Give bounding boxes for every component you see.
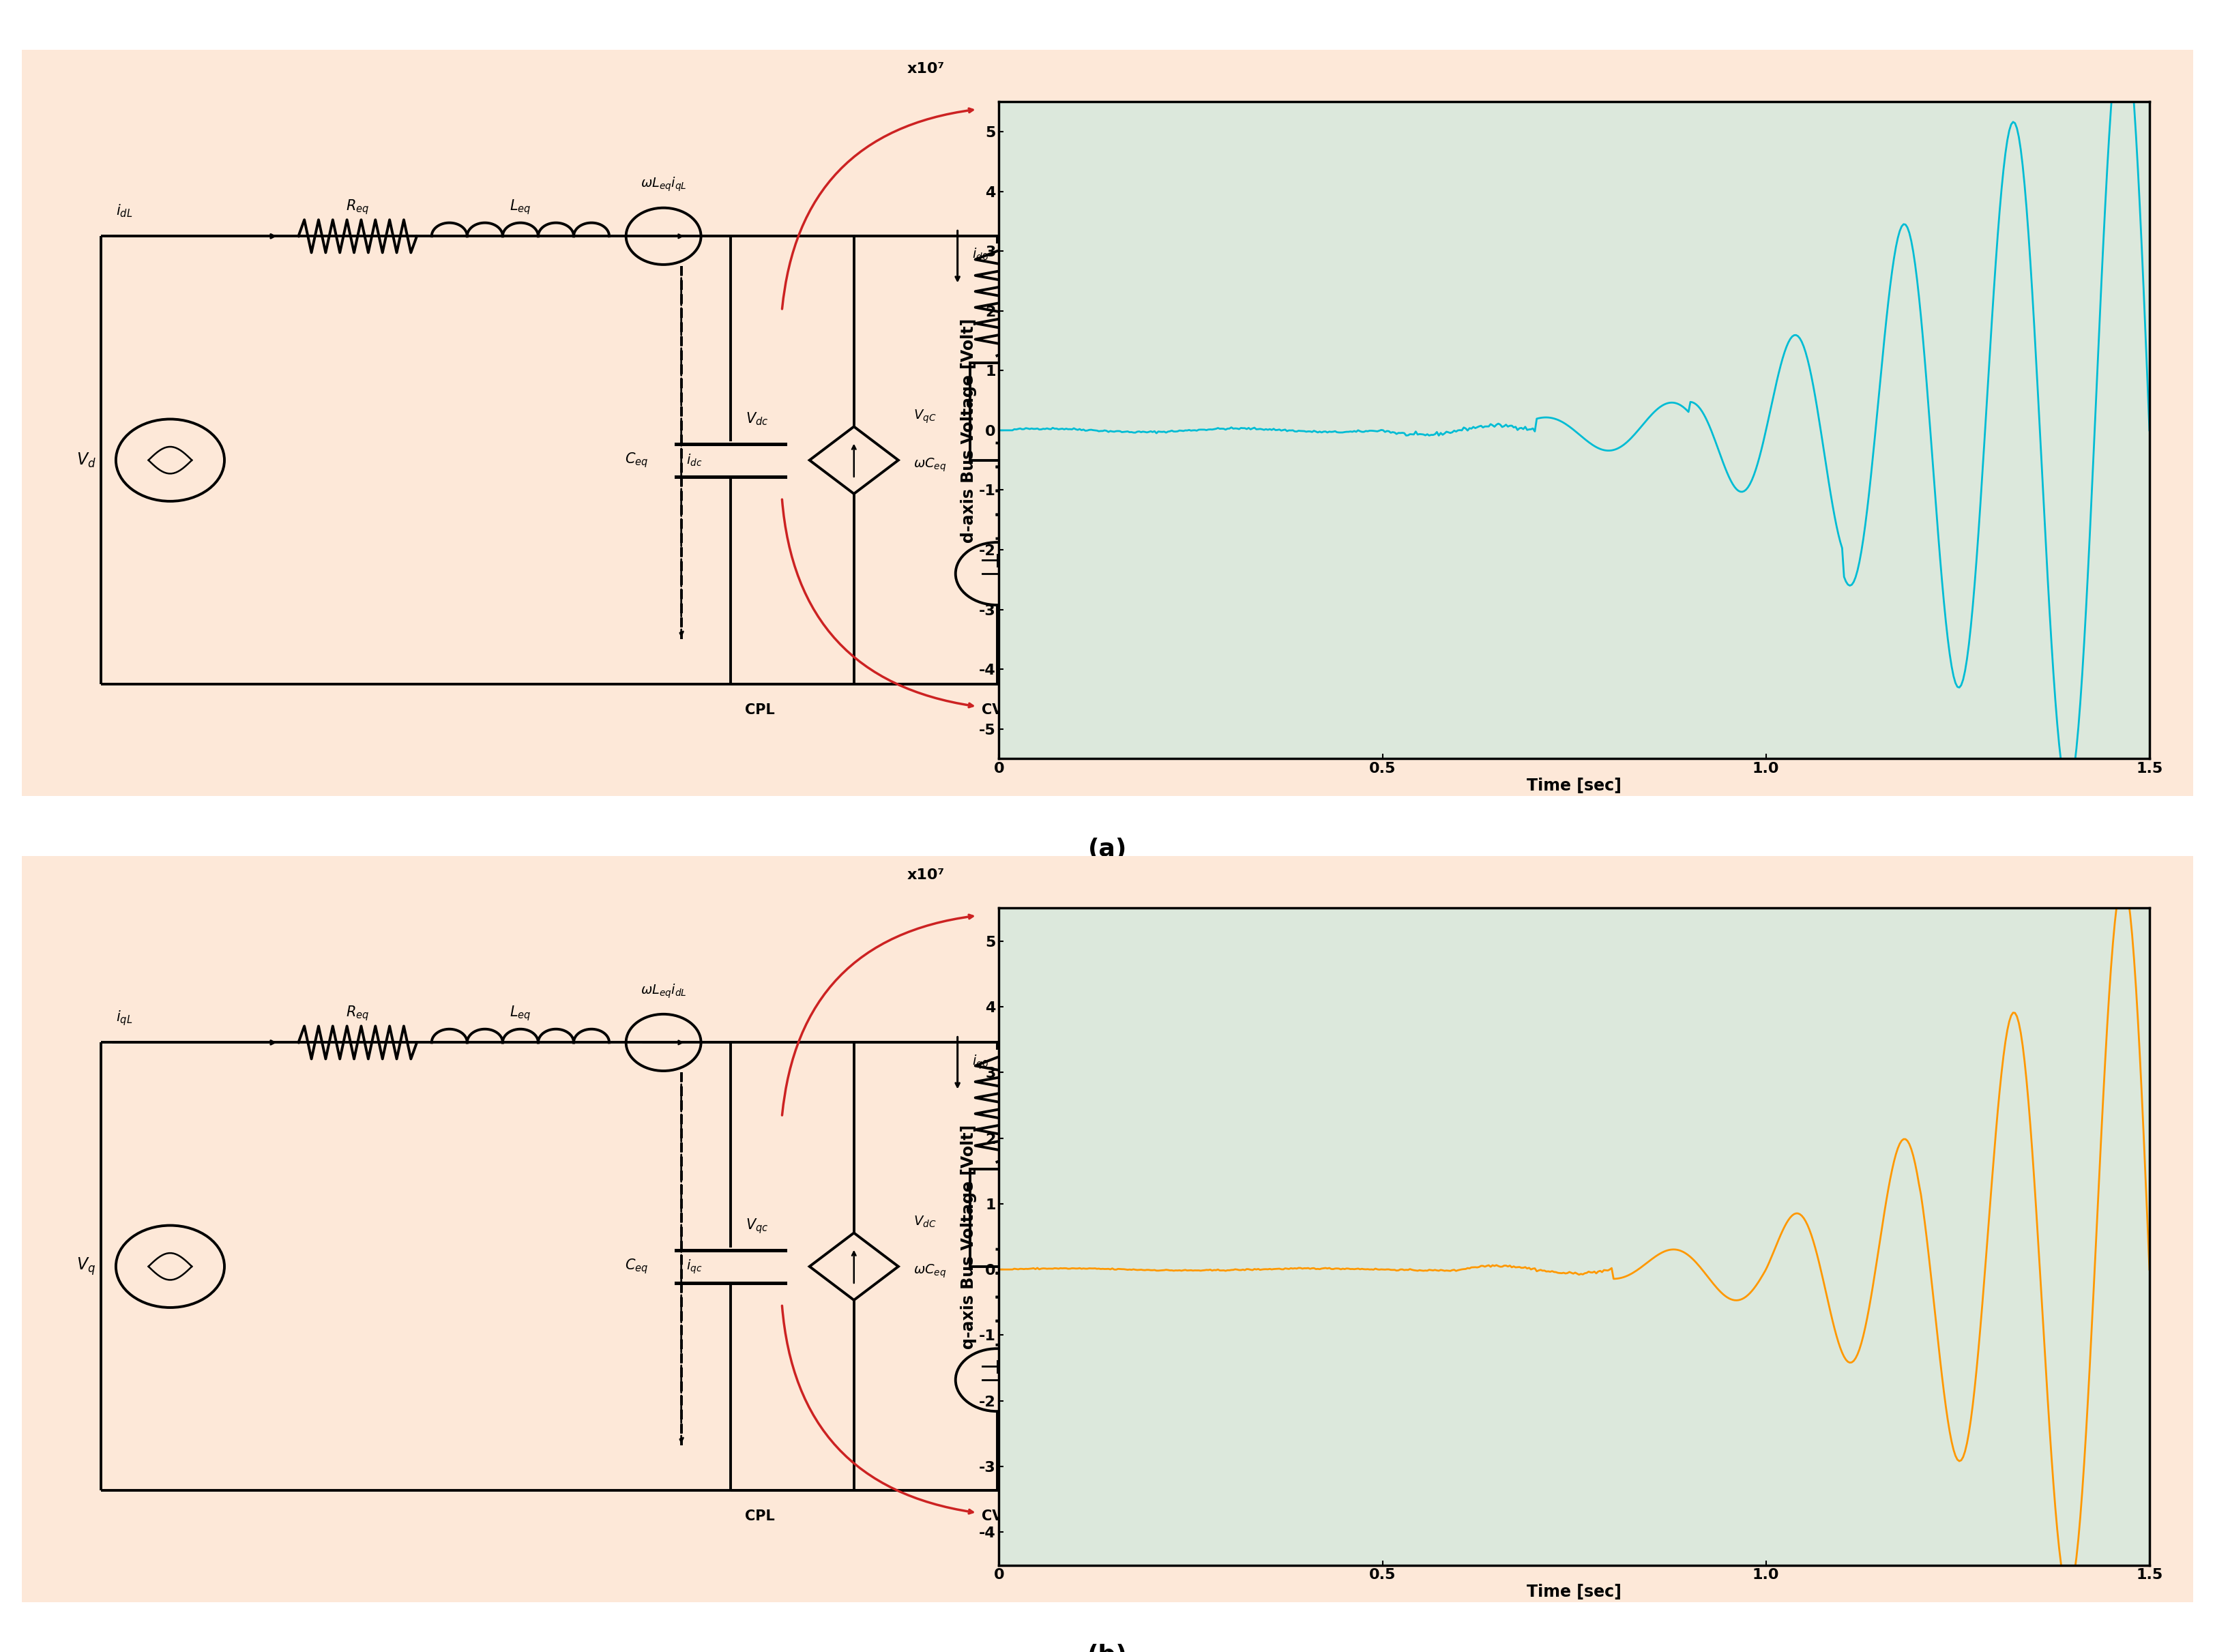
Text: $\omega C_{eq}$: $\omega C_{eq}$ (913, 1262, 946, 1280)
Text: $R_{eq}$: $R_{eq}$ (346, 198, 370, 216)
Text: L: L (1032, 1282, 1041, 1295)
Text: $i_{dc}$: $i_{dc}$ (687, 453, 702, 468)
Text: $\omega L_{eq}i_{dL}$: $\omega L_{eq}i_{dL}$ (640, 983, 687, 999)
Text: $\omega C_{eq}$: $\omega C_{eq}$ (913, 456, 946, 474)
Text: $i_{qL}$: $i_{qL}$ (115, 1009, 133, 1028)
Text: $V_{qC}$: $V_{qC}$ (913, 408, 937, 425)
Text: $i_{qc}$: $i_{qc}$ (687, 1257, 702, 1275)
Text: R: R (1032, 1077, 1043, 1090)
Text: $\omega L_{eq}i_{qL}$: $\omega L_{eq}i_{qL}$ (640, 177, 687, 193)
Text: (a): (a) (1088, 838, 1127, 861)
Text: $V_{dc}$: $V_{dc}$ (746, 411, 769, 426)
Text: $V_{dC}$: $V_{dC}$ (913, 1214, 937, 1229)
Text: $\omega Li_{qv}$: $\omega Li_{qv}$ (1052, 565, 1085, 583)
Text: L: L (1032, 476, 1041, 489)
Text: $L_{eq}$: $L_{eq}$ (509, 1004, 532, 1023)
Text: $\omega Li_{dv}$: $\omega Li_{dv}$ (1052, 1373, 1085, 1388)
Text: R: R (1032, 269, 1043, 284)
Text: CVL: CVL (981, 1510, 1012, 1523)
Text: $i_{dv}$: $i_{dv}$ (1061, 273, 1079, 289)
Text: $i_{q0}$: $i_{q0}$ (972, 1054, 988, 1070)
Text: $R_{eq}$: $R_{eq}$ (346, 1004, 370, 1023)
Bar (970, 1170, 1023, 1267)
Text: $C_{eq}$: $C_{eq}$ (625, 451, 649, 469)
Text: $i_{qv}$: $i_{qv}$ (1061, 1079, 1079, 1097)
Text: CPL: CPL (744, 704, 775, 717)
Text: $V_q$: $V_q$ (78, 1256, 95, 1277)
Text: $V_{qc}$: $V_{qc}$ (746, 1218, 769, 1236)
Bar (970, 363, 1023, 461)
Text: CPL: CPL (744, 1510, 775, 1523)
Text: $L_{eq}$: $L_{eq}$ (509, 198, 532, 216)
Text: (b): (b) (1088, 1644, 1127, 1652)
Text: CVL: CVL (981, 704, 1012, 717)
Text: $i_{d0}$: $i_{d0}$ (972, 248, 988, 263)
Text: $C_{eq}$: $C_{eq}$ (625, 1257, 649, 1275)
Text: $i_{dL}$: $i_{dL}$ (115, 203, 133, 220)
Text: $V_d$: $V_d$ (78, 451, 95, 469)
